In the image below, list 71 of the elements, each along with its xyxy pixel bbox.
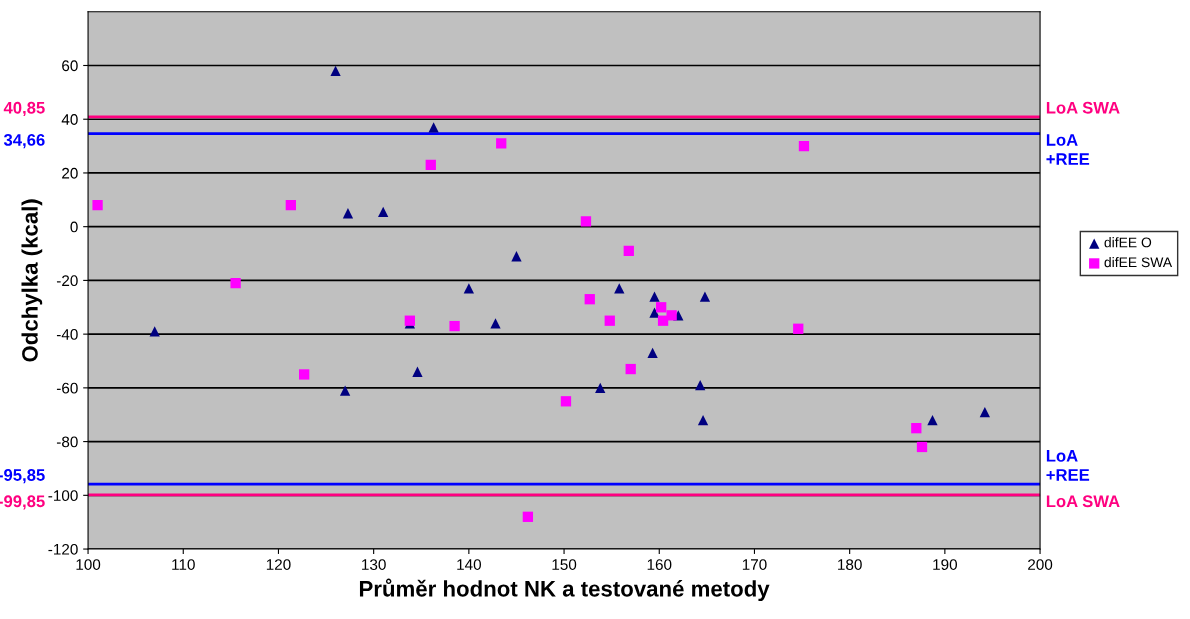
- point: [656, 302, 667, 313]
- point: [927, 414, 938, 426]
- point: [793, 323, 804, 334]
- point: [798, 140, 810, 152]
- point: [299, 369, 310, 380]
- text: 40,85: [3, 101, 45, 117]
- point: [511, 251, 522, 262]
- point: [463, 283, 475, 294]
- point: [425, 159, 436, 171]
- point: [412, 366, 423, 377]
- point: [649, 307, 660, 318]
- y-tick-label: -100: [48, 490, 78, 502]
- point: [614, 283, 625, 294]
- x-tick-label: 120: [266, 559, 291, 570]
- point: [625, 363, 636, 375]
- point: [378, 206, 389, 218]
- point: [584, 294, 595, 305]
- point: [560, 396, 572, 407]
- x-tick-label: 110: [172, 559, 195, 570]
- point: [490, 318, 501, 329]
- x-tick-label: 140: [457, 559, 482, 570]
- y-tick-label: -40: [56, 329, 78, 340]
- x-tick-label: 150: [552, 559, 577, 570]
- y-tick-label: -60: [56, 382, 78, 394]
- y-axis-title: Odchylka (kcal): [21, 199, 43, 362]
- point: [649, 291, 660, 302]
- point: [666, 310, 677, 321]
- point: [330, 65, 341, 77]
- point: [604, 315, 615, 326]
- y-tick-label: -80: [56, 436, 78, 448]
- x-tick-label: 200: [1028, 559, 1053, 570]
- y-tick-label: 40: [61, 114, 78, 125]
- point: [697, 414, 709, 426]
- point: [339, 385, 351, 396]
- y-tick-label: -120: [48, 543, 78, 555]
- point: [580, 216, 592, 227]
- point: [979, 406, 990, 418]
- x-tick-label: 100: [76, 559, 101, 570]
- point: [92, 200, 103, 211]
- point: [342, 208, 354, 219]
- legend-label: difEE O: [1104, 237, 1152, 248]
- point: [285, 200, 296, 211]
- point: [647, 347, 658, 359]
- ref-line-label: LoA +REE: [1046, 450, 1090, 481]
- text: 34,66: [3, 134, 45, 149]
- y-tick-label: 0: [70, 221, 78, 233]
- x-axis-title: Průměr hodnot NK a testované metody: [359, 578, 770, 602]
- x-tick-label: 180: [838, 559, 862, 570]
- legend-label: difEE SWA: [1104, 257, 1173, 268]
- point: [496, 138, 507, 149]
- point: [911, 423, 922, 434]
- x-tick-label: 130: [362, 559, 386, 570]
- y-tick-label: 20: [62, 167, 78, 179]
- point: [428, 122, 439, 133]
- ref-line-label: LoA +REE: [1046, 134, 1090, 165]
- y-tick-label: -20: [56, 275, 78, 287]
- point: [522, 511, 534, 522]
- point: [699, 291, 711, 302]
- point: [695, 380, 706, 391]
- ref-line-label: LoA SWA: [1046, 495, 1120, 508]
- x-tick-label: 190: [933, 559, 958, 570]
- x-tick-label: 160: [647, 559, 672, 570]
- point: [149, 326, 160, 337]
- ref-line-label: LoA SWA: [1046, 101, 1120, 114]
- y-tick-label: 60: [62, 60, 78, 72]
- point: [449, 320, 460, 332]
- point: [230, 277, 241, 289]
- x-tick-label: 170: [742, 559, 767, 570]
- point: [595, 382, 606, 394]
- point: [623, 245, 634, 257]
- point: [916, 441, 928, 453]
